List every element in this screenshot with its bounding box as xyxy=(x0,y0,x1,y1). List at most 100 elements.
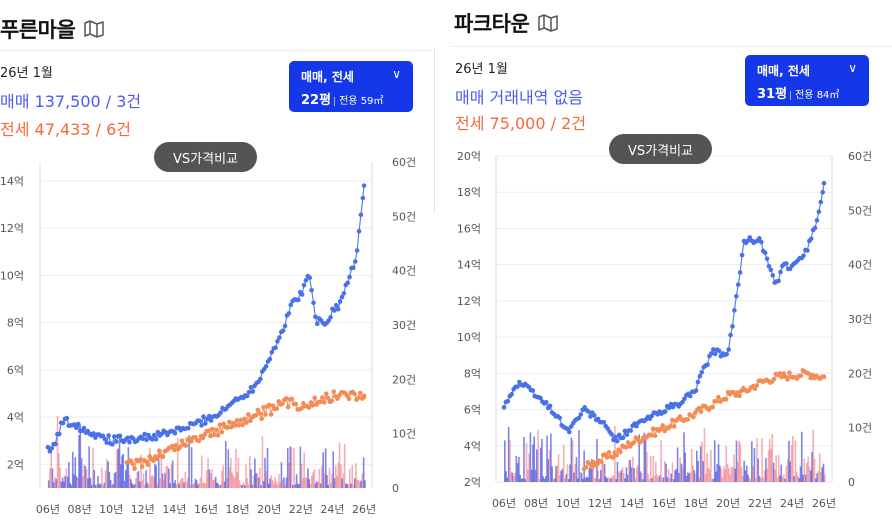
volume-bar xyxy=(576,478,579,482)
separator: | xyxy=(333,97,337,107)
jeonse-price-point xyxy=(344,393,350,398)
volume-bar xyxy=(52,482,55,488)
volume-bar xyxy=(706,453,708,482)
x-tick-label: 08년 xyxy=(524,497,548,510)
trade-type-label: 매매, 전세 xyxy=(301,70,354,84)
volume-bar xyxy=(214,476,217,488)
sale-price-point xyxy=(547,403,553,409)
volume-bar xyxy=(231,472,233,488)
volume-bar xyxy=(98,484,101,488)
y-right-tick-label: 40건 xyxy=(848,259,872,272)
jeonse-price-point xyxy=(623,445,629,450)
volume-bar xyxy=(319,483,322,488)
sale-price-point xyxy=(566,429,572,435)
sale-price-point xyxy=(351,265,356,271)
volume-bar xyxy=(768,439,771,482)
volume-bar xyxy=(646,452,648,482)
x-tick-label: 10년 xyxy=(99,503,123,516)
sale-price-point xyxy=(53,441,58,447)
volume-bar xyxy=(815,478,817,482)
sale-price-point xyxy=(347,274,352,280)
sale-price-point xyxy=(557,415,562,421)
sale-price-point xyxy=(299,292,305,297)
jeonse-price-point xyxy=(244,420,249,425)
volume-bar xyxy=(189,485,192,488)
area-selector[interactable]: 매매, 전세 ∨ 31평 | 전용 84㎡ xyxy=(745,55,869,106)
volume-bar xyxy=(589,468,592,482)
jeonse-price-point xyxy=(685,417,690,422)
sale-price-point xyxy=(783,261,789,266)
sale-price-point xyxy=(246,389,252,395)
volume-bar xyxy=(625,467,628,482)
volume-bar xyxy=(78,435,80,488)
volume-bar xyxy=(692,465,694,482)
volume-bar xyxy=(584,477,587,482)
sale-price-point xyxy=(724,351,730,357)
volume-bar xyxy=(564,478,566,482)
vs-compare-button[interactable]: VS가격비교 xyxy=(154,142,257,172)
volume-bar xyxy=(684,452,687,482)
sale-price-point xyxy=(808,236,814,242)
x-tick-label: 16년 xyxy=(652,497,676,510)
volume-bar xyxy=(56,415,59,488)
sale-price-point xyxy=(726,347,731,352)
vs-compare-button[interactable]: VS가격비교 xyxy=(609,134,712,164)
volume-bar xyxy=(345,483,347,488)
jeonse-price-point xyxy=(660,423,666,428)
volume-bar xyxy=(195,480,198,488)
volume-bar xyxy=(702,461,704,482)
volume-bar xyxy=(725,446,728,482)
volume-bar xyxy=(824,474,826,482)
jeonse-price-point xyxy=(242,416,247,422)
volume-bar xyxy=(736,461,739,482)
volume-bar xyxy=(224,440,227,488)
volume-bar xyxy=(606,478,608,482)
volume-bar xyxy=(168,468,170,488)
volume-bar xyxy=(761,438,763,482)
volume-bar xyxy=(634,478,637,482)
volume-bar xyxy=(712,478,715,482)
map-icon[interactable] xyxy=(537,13,559,33)
jeonse-price-point xyxy=(213,427,219,432)
jeonse-price-point xyxy=(723,397,729,402)
volume-bar xyxy=(655,461,657,482)
y-left-tick-label: 18억 xyxy=(457,186,481,199)
volume-bar xyxy=(199,477,202,488)
left-panel: 푸른마을 26년 1월 매매 137,500 / 3건 전세 47,433 / … xyxy=(0,0,432,524)
volume-bar xyxy=(122,453,125,488)
volume-bar xyxy=(601,459,603,482)
volume-bar xyxy=(629,460,632,482)
volume-bar xyxy=(808,466,811,482)
sale-price-point xyxy=(745,238,751,244)
volume-bar xyxy=(818,453,821,482)
map-icon[interactable] xyxy=(83,19,105,39)
jeonse-price-point xyxy=(714,398,719,404)
volume-bar xyxy=(620,470,623,482)
volume-bar xyxy=(106,459,108,488)
volume-bar xyxy=(820,472,822,482)
volume-bar xyxy=(571,440,574,482)
jeonse-price-point xyxy=(771,376,777,382)
sale-price-point xyxy=(666,405,672,411)
sale-price-point xyxy=(106,433,111,438)
volume-bar xyxy=(116,449,118,488)
jeonse-price-point xyxy=(215,433,221,438)
sale-price-point xyxy=(250,389,256,394)
volume-bar xyxy=(130,479,132,488)
x-tick-label: 18년 xyxy=(684,497,708,510)
volume-bar xyxy=(656,474,658,482)
volume-bar xyxy=(789,461,792,482)
volume-bar xyxy=(637,465,639,482)
x-tick-label: 24년 xyxy=(320,503,344,516)
sale-price-point xyxy=(768,267,774,273)
volume-bar xyxy=(283,477,285,488)
sale-price-point xyxy=(130,436,136,441)
sale-price-point xyxy=(301,282,307,288)
volume-bar xyxy=(346,483,348,488)
sale-price-point xyxy=(634,423,639,429)
area-selector[interactable]: 매매, 전세 ∨ 22평 | 전용 59㎡ xyxy=(289,61,413,112)
volume-bar xyxy=(90,484,93,488)
volume-bar xyxy=(611,475,614,482)
volume-bar xyxy=(109,480,112,488)
volume-bar xyxy=(235,448,237,488)
